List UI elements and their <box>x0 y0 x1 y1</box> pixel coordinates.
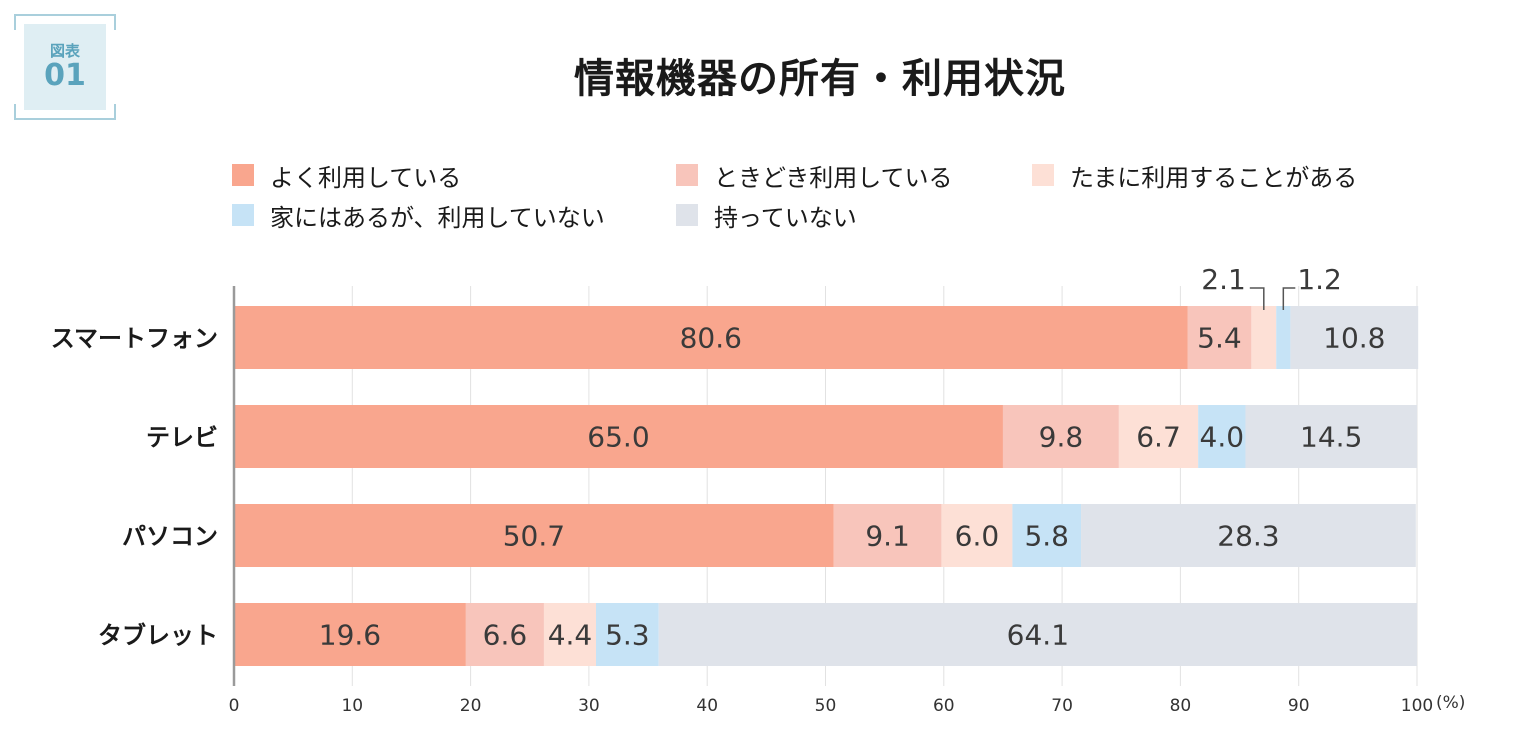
data-label: 6.7 <box>1136 421 1181 454</box>
legend-item-occasionally: たまに利用することがある <box>1032 160 1358 192</box>
legend-item-own-not-use: 家にはあるが、利用していない <box>232 200 605 232</box>
legend-swatch <box>232 204 254 226</box>
category-label: テレビ <box>146 424 218 452</box>
x-tick-label: 30 <box>578 696 600 716</box>
data-label: 28.3 <box>1217 520 1279 553</box>
bar-segment <box>658 603 1417 666</box>
bar-segment <box>234 405 1003 468</box>
bar-segment <box>1245 405 1417 468</box>
data-label: 5.3 <box>605 619 650 652</box>
callout-label: 2.1 <box>1201 263 1246 296</box>
category-label: パソコン <box>122 523 218 551</box>
legend-swatch <box>676 164 698 186</box>
callout-leader <box>1249 287 1265 310</box>
data-label: 5.4 <box>1197 322 1242 355</box>
bar-segment <box>1198 405 1246 468</box>
x-tick-label: 10 <box>341 696 363 716</box>
chart-title: 情報機器の所有・利用状況 <box>574 56 1066 102</box>
callout-leader <box>1282 287 1296 310</box>
bar-segment <box>1012 504 1082 567</box>
data-label: 5.8 <box>1024 520 1069 553</box>
bar-segment <box>234 306 1188 369</box>
callout-label: 1.2 <box>1297 263 1342 296</box>
figure-number: 01 <box>44 58 86 93</box>
legend-item-not-own: 持っていない <box>676 200 857 232</box>
figure-label: 図表 <box>49 42 80 60</box>
bar-segment <box>595 603 659 666</box>
legend-label: 持っていない <box>714 203 857 232</box>
x-tick-label: 100 <box>1401 696 1433 716</box>
bar-segment <box>1187 306 1252 369</box>
data-label: 6.6 <box>483 619 528 652</box>
bar-segment <box>1290 306 1419 369</box>
legend-swatch <box>1032 164 1054 186</box>
data-label: 19.6 <box>319 619 381 652</box>
bar-segment <box>465 603 544 666</box>
bar-segment <box>234 603 466 666</box>
bar-segment <box>941 504 1013 567</box>
bar-segment <box>1118 405 1199 468</box>
legend-label: ときどき利用している <box>714 163 953 192</box>
legend-label: よく利用している <box>270 163 462 192</box>
bar-segment <box>543 603 596 666</box>
data-label: 14.5 <box>1300 421 1362 454</box>
x-tick-label: 40 <box>696 696 718 716</box>
data-label: 4.0 <box>1200 421 1245 454</box>
category-label: タブレット <box>98 622 218 650</box>
data-label: 50.7 <box>503 520 565 553</box>
bar-segment <box>1081 504 1416 567</box>
x-tick-label: 20 <box>460 696 482 716</box>
legend-label: 家にはあるが、利用していない <box>270 203 605 232</box>
bar-segment <box>1002 405 1119 468</box>
x-tick-label: 50 <box>815 696 837 716</box>
data-label: 10.8 <box>1323 322 1385 355</box>
x-tick-label: 0 <box>229 696 240 716</box>
bar-segment <box>234 504 834 567</box>
legend-swatch <box>232 164 254 186</box>
data-label: 6.0 <box>955 520 1000 553</box>
x-tick-label: 60 <box>933 696 955 716</box>
category-label: スマートフォン <box>51 325 218 353</box>
data-label: 4.4 <box>548 619 593 652</box>
legend-item-often: よく利用している <box>232 160 462 192</box>
figure-badge: 図表 01 <box>14 14 116 120</box>
badge-inner: 図表 01 <box>24 24 106 110</box>
legend-swatch <box>676 204 698 226</box>
data-label: 80.6 <box>680 322 742 355</box>
data-label: 64.1 <box>1007 619 1069 652</box>
x-tick-label: 90 <box>1288 696 1310 716</box>
data-label: 9.8 <box>1039 421 1084 454</box>
legend-label: たまに利用することがある <box>1070 163 1358 192</box>
x-tick-label: 80 <box>1170 696 1192 716</box>
bar-segment <box>833 504 942 567</box>
x-tick-label: 70 <box>1051 696 1073 716</box>
data-label: 65.0 <box>587 421 649 454</box>
x-axis-unit: (%) <box>1436 693 1466 713</box>
bar-segment <box>1276 306 1291 369</box>
bar-segment <box>1251 306 1277 369</box>
legend-item-sometimes: ときどき利用している <box>676 160 953 192</box>
data-label: 9.1 <box>865 520 910 553</box>
